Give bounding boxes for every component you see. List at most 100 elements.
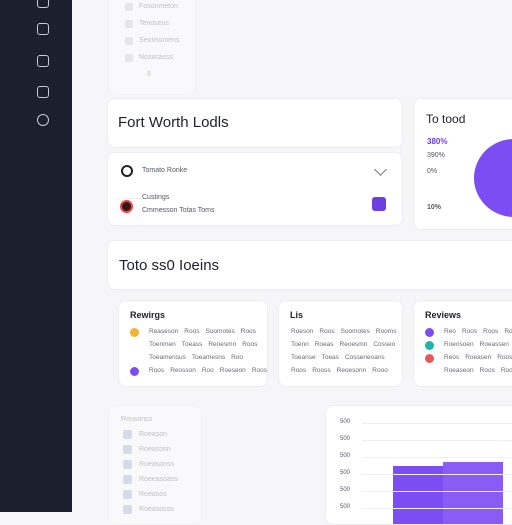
- row-text: Roos: [240, 328, 256, 335]
- panel: ReviewsReoRoosRoosRoosRoeosoenRoeassenRe…: [413, 300, 512, 387]
- list-item: Roeason: [139, 431, 168, 438]
- stat-value: 10%: [427, 204, 442, 211]
- panel-row: Roos Rooss Reoesonn Rooo: [291, 367, 388, 374]
- item-icon: [123, 430, 132, 439]
- row-text: Roos: [251, 367, 267, 374]
- panel-row: Toeanse Toeas Cosseneoans: [291, 354, 385, 361]
- row-text: Reos: [444, 354, 460, 361]
- nav-icon[interactable]: [37, 86, 49, 98]
- row-text: Cosseo: [373, 341, 396, 348]
- panel-row: Toenmen Toeass Reoesmn Roos: [149, 341, 257, 348]
- grid-line: [362, 508, 512, 509]
- row-text: Roos: [483, 328, 499, 335]
- item-icon: [123, 475, 132, 484]
- row-text: Roos: [504, 328, 512, 335]
- panel-title: Rewirgs: [130, 310, 166, 320]
- panel-row: Reos Roeasen Roos: [444, 354, 512, 361]
- chart-card: 500 500 500 500 500 500: [325, 405, 512, 525]
- panel-row: Roeson Roos Soomotes Rooms: [291, 328, 396, 335]
- row-text: Roos: [500, 367, 512, 374]
- item-icon: [125, 37, 133, 45]
- header-card: Fort Worth Lodls: [107, 98, 403, 148]
- panel-row: Toeamensus Toeamesns Roo: [149, 354, 243, 361]
- stats-title: To tood: [426, 112, 466, 126]
- pie-shape: [474, 139, 512, 217]
- stat-value: 0%: [427, 168, 438, 175]
- row-text: Reosson: [170, 367, 196, 374]
- list-title: Reusonss: [121, 416, 153, 423]
- list-item: Roeasosss: [139, 506, 174, 513]
- bar-shape: [443, 462, 503, 524]
- panel-row: Roeosoen Roeassen: [444, 341, 509, 348]
- row-text: Roeseon: [219, 367, 246, 374]
- item-icon: [121, 165, 133, 177]
- nav-icon[interactable]: [37, 114, 49, 126]
- row-text: Roo: [231, 354, 244, 361]
- row-text: Roos: [497, 354, 512, 361]
- y-tick-label: 500: [340, 504, 351, 510]
- row-icon: [425, 328, 434, 337]
- section-card: Toto ss0 Ioeins: [107, 240, 512, 290]
- panel-row: Roeaseon Roos Roos: [444, 367, 512, 374]
- y-tick-label: 500: [340, 436, 351, 442]
- panel-row: Roos Reosson Roo Roeseon Roos: [149, 367, 267, 374]
- row-text: Toeamensus: [149, 354, 186, 361]
- row-text: Toeanse: [291, 354, 316, 361]
- divider: [124, 198, 156, 199]
- row-text: Cosseneoans: [344, 354, 385, 361]
- row-text: Reoesmn: [339, 341, 368, 348]
- row-text: Roeosoen: [444, 341, 474, 348]
- y-tick-label: 500: [340, 487, 351, 493]
- panel-title: Lis: [290, 310, 304, 320]
- nav-icon[interactable]: [37, 55, 49, 67]
- list-item: Roeasos: [139, 491, 167, 498]
- section-title: Toto ss0 Ioeins: [119, 257, 220, 274]
- grid-line: [362, 457, 512, 458]
- row-text: Toeas: [321, 354, 339, 361]
- stats-card: To tood 380% 390% 0% 10%: [413, 98, 512, 230]
- nav-icon[interactable]: [37, 23, 49, 35]
- favorite-icon[interactable]: [374, 163, 387, 176]
- item-icon: [123, 505, 132, 514]
- sidebar: [0, 0, 72, 512]
- row-icon: [425, 354, 434, 363]
- row-text: Roos: [242, 341, 258, 348]
- grid-line: [362, 491, 512, 492]
- item-title: Tomato Ronke: [142, 167, 188, 174]
- item-subtitle: Cmmesson Totas Toms: [142, 207, 215, 214]
- row-text: Soomotes: [205, 328, 235, 335]
- panel-row: Toenn Roeas Reoesmn Cosseo: [291, 341, 395, 348]
- list-item: Roeasosn: [139, 446, 171, 453]
- y-tick-label: 500: [340, 419, 351, 425]
- row-text: Roeas: [314, 341, 334, 348]
- card-title: Fort Worth Lodls: [118, 114, 229, 131]
- item-icon: [125, 3, 133, 11]
- row-text: Rooo: [372, 367, 388, 374]
- row-icon: [425, 341, 434, 350]
- row-icon: [130, 367, 139, 376]
- list-item: Roeasonss: [139, 461, 175, 468]
- grid-line: [362, 423, 512, 424]
- row-text: Reaseson: [149, 328, 179, 335]
- stat-value: 390%: [427, 152, 445, 159]
- row-text: Toeass: [181, 341, 203, 348]
- row-text: Toenn: [291, 341, 309, 348]
- nav-icon[interactable]: [37, 0, 49, 8]
- row-text: Roos: [149, 367, 165, 374]
- action-icon[interactable]: [372, 197, 386, 211]
- grid-line: [362, 474, 512, 475]
- row-text: Roos: [461, 328, 478, 335]
- row-text: Toenmen: [149, 341, 176, 348]
- row-text: Rooms: [375, 328, 397, 335]
- row-text: Roos: [479, 367, 495, 374]
- faded-card: Reusonss Roeason Roeasosn Roeasonss Roeeasoa…: [108, 405, 202, 525]
- list-item: Nosocasss: [139, 54, 174, 61]
- row-text: Roeaseon: [444, 367, 474, 374]
- item-icon: [123, 460, 132, 469]
- row-text: Rooss: [312, 367, 331, 374]
- stat-value: 380%: [427, 137, 448, 146]
- list-item: 8: [147, 71, 151, 78]
- row-text: Roeson: [291, 328, 314, 335]
- row-text: Reoesonn: [336, 367, 367, 374]
